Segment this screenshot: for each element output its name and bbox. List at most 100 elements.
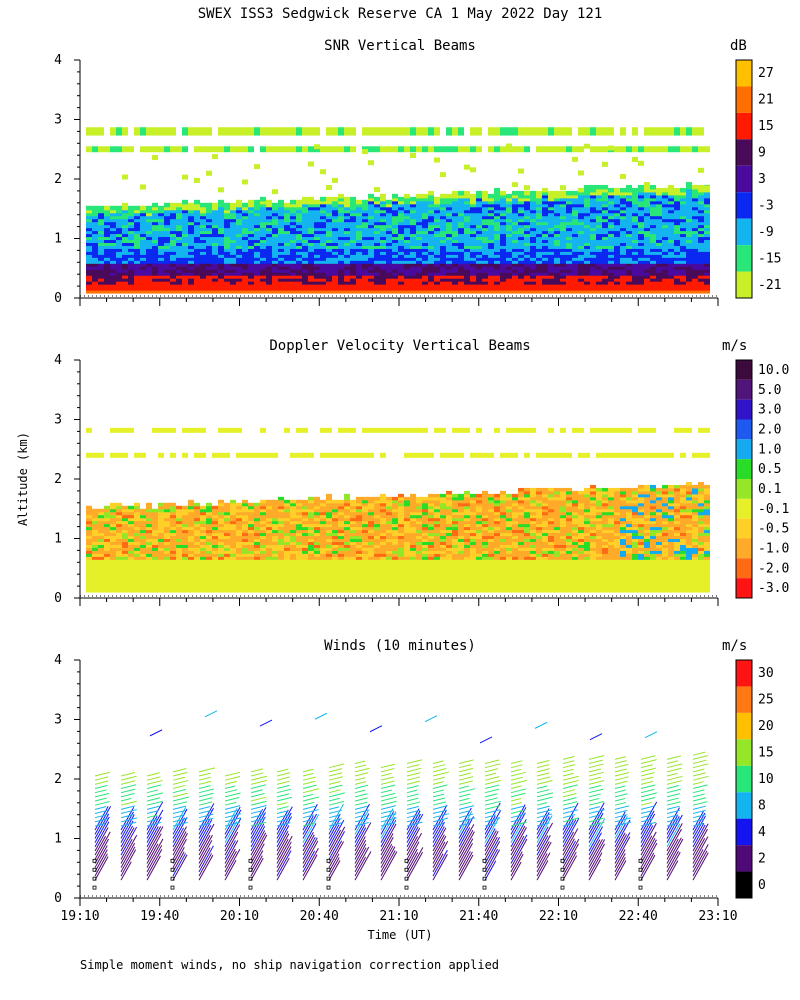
wind-barbs	[92, 710, 709, 890]
colorbar-swatch	[736, 86, 752, 113]
y-tick-label: 4	[54, 53, 62, 68]
y-tick-label: 4	[54, 653, 62, 668]
colorbar-swatch	[736, 112, 752, 140]
colorbar-swatch	[736, 518, 752, 539]
colorbar-swatch	[736, 192, 752, 219]
colorbar-swatch	[736, 245, 752, 272]
y-tick-label: 2	[54, 472, 62, 487]
colorbar-swatch	[736, 399, 752, 420]
colorbar-swatch	[736, 60, 752, 87]
colorbar-label: 9	[758, 146, 766, 161]
colorbar-label: 3	[758, 172, 766, 187]
colorbar-label: 27	[758, 66, 774, 81]
colorbar-swatch	[736, 558, 752, 579]
unit-winds: m/s	[722, 638, 748, 654]
colorbar-label: 21	[758, 93, 774, 108]
colorbar-label: 0.5	[758, 462, 781, 477]
x-tick-label: 23:10	[698, 909, 737, 924]
colorbar-label: 8	[758, 798, 766, 813]
colorbar-swatch	[736, 871, 752, 898]
colorbar-label: 30	[758, 666, 774, 681]
y-tick-label: 0	[54, 591, 62, 606]
colorbar-swatch	[736, 459, 752, 479]
colorbar-label: -9	[758, 225, 774, 240]
main-title: SWEX ISS3 Sedgwick Reserve CA 1 May 2022…	[197, 6, 603, 22]
colorbar-swatch	[736, 818, 752, 846]
colorbar-label: 4	[758, 825, 766, 840]
panel-title-doppler: Doppler Velocity Vertical Beams	[269, 338, 531, 354]
colorbar-label: 20	[758, 719, 774, 734]
y-tick-label: 4	[54, 353, 62, 368]
doppler-heatmap	[86, 427, 710, 593]
colorbar-label: -15	[758, 251, 781, 266]
y-tick-label: 1	[54, 232, 62, 247]
colorbar-swatch	[736, 439, 752, 460]
colorbar-frame	[735, 359, 753, 599]
colorbar-swatch	[736, 479, 752, 499]
colorbar-swatch	[736, 660, 752, 687]
colorbar-label: -2.0	[758, 561, 789, 576]
y-tick-label: 3	[54, 713, 62, 728]
colorbar-label: -3	[758, 198, 774, 213]
colorbar-swatch	[736, 739, 752, 766]
colorbar-swatch	[736, 165, 752, 193]
unit-snr: dB	[730, 38, 747, 54]
y-tick-label: 1	[54, 832, 62, 847]
colorbar-frame	[735, 659, 753, 899]
colorbar-label: 1.0	[758, 442, 781, 457]
colorbar-swatch	[736, 792, 752, 819]
colorbar-label: -3.0	[758, 581, 789, 596]
colorbar-swatch	[736, 218, 752, 246]
colorbar-swatch	[736, 139, 752, 166]
colorbar-swatch	[736, 765, 752, 793]
colorbar-label: 0	[758, 878, 766, 893]
unit-doppler: m/s	[722, 338, 748, 354]
colorbar-label: 2	[758, 851, 766, 866]
y-tick-label: 2	[54, 172, 62, 187]
x-tick-label: 22:10	[539, 909, 578, 924]
x-tick-label: 20:10	[220, 909, 259, 924]
colorbar-label: -0.5	[758, 522, 789, 537]
colorbar-swatch	[736, 498, 752, 519]
colorbar-swatch	[736, 360, 752, 380]
colorbar-frame	[735, 59, 753, 299]
colorbar-swatch	[736, 712, 752, 740]
x-tick-label: 22:40	[619, 909, 658, 924]
panel-title-winds: Winds (10 minutes)	[324, 638, 476, 654]
colorbar-swatch	[736, 538, 752, 559]
colorbar-label: 25	[758, 693, 774, 708]
y-tick-label: 1	[54, 532, 62, 547]
colorbar-label: 5.0	[758, 383, 781, 398]
colorbar-label: 3.0	[758, 403, 781, 418]
colorbar-label: -21	[758, 278, 781, 293]
y-tick-label: 0	[54, 291, 62, 306]
x-tick-label: 19:10	[60, 909, 99, 924]
colorbar-label: -1.0	[758, 541, 789, 556]
x-tick-label: 21:40	[459, 909, 498, 924]
colorbar-swatch	[736, 686, 752, 713]
colorbar-label: 0.1	[758, 482, 781, 497]
colorbar-swatch	[736, 845, 752, 872]
x-tick-label: 19:40	[140, 909, 179, 924]
y-tick-label: 3	[54, 413, 62, 428]
colorbar-label: 15	[758, 119, 774, 134]
colorbar-swatch	[736, 379, 752, 400]
y-tick-label: 2	[54, 772, 62, 787]
colorbar-label: 15	[758, 746, 774, 761]
y-tick-label: 3	[54, 113, 62, 128]
panel-title-snr: SNR Vertical Beams	[324, 38, 476, 54]
x-axis-label: Time (UT)	[367, 928, 433, 942]
x-tick-label: 21:10	[379, 909, 418, 924]
colorbar-swatch	[736, 419, 752, 440]
colorbar-label: 2.0	[758, 422, 781, 437]
x-tick-label: 20:40	[300, 909, 339, 924]
footer-note: Simple moment winds, no ship navigation …	[80, 958, 500, 972]
colorbar-swatch	[736, 578, 752, 598]
colorbar-swatch	[736, 271, 752, 298]
colorbar-label: 10.0	[758, 363, 789, 378]
colorbar-label: 10	[758, 772, 774, 787]
colorbar-label: -0.1	[758, 502, 789, 517]
snr-heatmap	[86, 127, 710, 294]
y-tick-label: 0	[54, 891, 62, 906]
